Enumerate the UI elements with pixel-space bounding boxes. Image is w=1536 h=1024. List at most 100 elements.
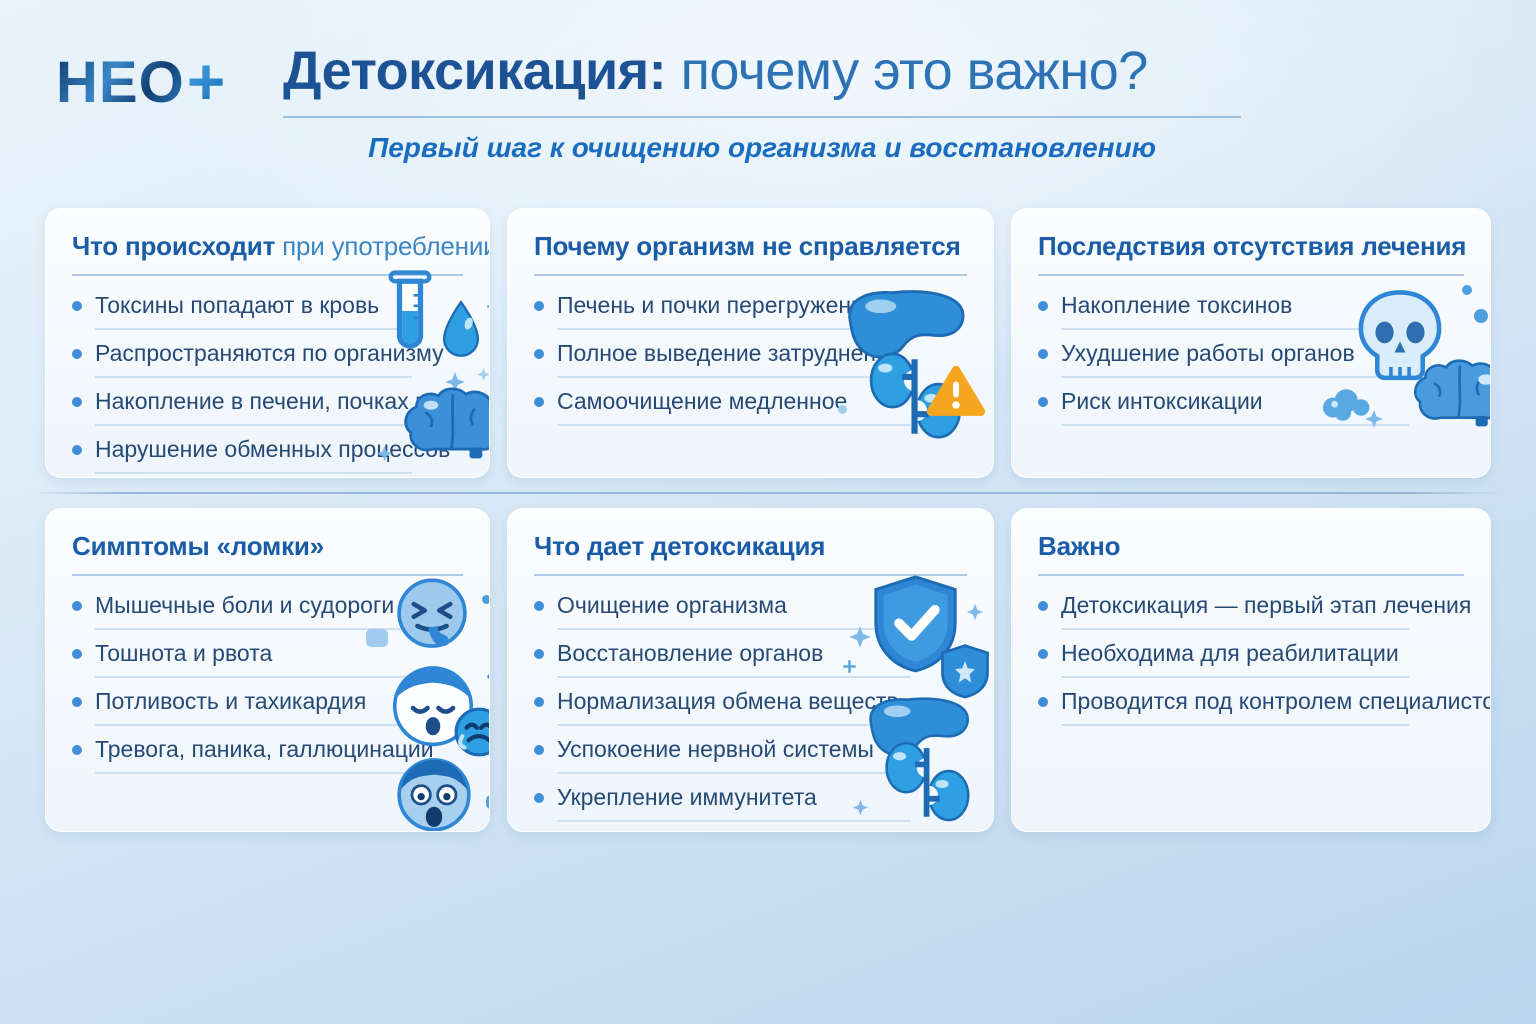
- page-title: Детоксикация: почему это важно?: [283, 40, 1241, 119]
- list-item-text: Очищение организма: [557, 592, 787, 618]
- list-item: Восстановление органов: [534, 630, 967, 678]
- list-item: Тревога, паника, галлюцинации: [72, 726, 463, 774]
- page-title-rest: почему это важно?: [666, 41, 1149, 101]
- bullet-dot: [534, 396, 544, 407]
- page-title-bold: Детоксикация:: [283, 41, 667, 101]
- bullet-dot: [534, 600, 544, 611]
- card-title: Почему организм не справляется: [534, 231, 967, 276]
- bullet-dot: [534, 348, 544, 359]
- card-title: Последствия отсутствия лечения: [1038, 231, 1467, 276]
- list-item: Нормализация обмена веществ: [534, 678, 967, 726]
- list-item-text: Тревога, паника, галлюцинации: [95, 736, 434, 762]
- list-item: Потливость и тахикардия: [72, 678, 463, 726]
- bullet-dot: [72, 348, 82, 359]
- list-item-text: Укрепление иммунитета: [557, 784, 817, 810]
- bullet-dot: [72, 648, 82, 659]
- decor-dot: [1474, 309, 1488, 323]
- list-item: Полное выведение затруднено: [534, 330, 967, 378]
- list-item: Успокоение нервной системы: [534, 726, 967, 774]
- cards-row-2: Симптомы «ломки» Мышечные боли и судорог…: [45, 508, 1491, 832]
- list-item: Накопление токсинов: [1038, 282, 1464, 330]
- list-item: Тошнота и рвота: [72, 630, 463, 678]
- card-title-bold: Симптомы «ломки»: [72, 531, 324, 561]
- bullet-dot: [72, 396, 82, 407]
- bullet-dot: [534, 696, 544, 707]
- bullet-dot: [72, 600, 82, 611]
- page-subtitle: Первый шаг к очищению организма и восста…: [368, 132, 1156, 164]
- card-title-bold: Что дает детоксикация: [534, 531, 826, 561]
- list-item: Самоочищение медленное: [534, 378, 967, 426]
- list-item-text: Восстановление органов: [557, 640, 824, 666]
- list-item-text: Накопление токсинов: [1061, 292, 1293, 318]
- card-list: Детоксикация — первый этап лечения Необх…: [1038, 582, 1490, 726]
- header-block: Детоксикация: почему это важно? Первый ш…: [283, 40, 1241, 164]
- card-list: Очищение организма Восстановление органо…: [534, 582, 967, 822]
- bullet-dot: [72, 744, 82, 755]
- list-item: Ухудшение работы органов: [1038, 330, 1464, 378]
- card-list: Накопление токсинов Ухудшение работы орг…: [1038, 282, 1464, 426]
- bullet-dot: [534, 792, 544, 803]
- cards-row-1: Что происходит при употреблении Токсины …: [45, 208, 1491, 478]
- list-item-text: Распространяются по организму: [95, 340, 444, 366]
- decor-splash: [486, 795, 489, 809]
- list-item-text: Риск интоксикации: [1061, 388, 1263, 414]
- brand-logo-text: НЕО: [56, 50, 185, 115]
- list-item: Мышечные боли и судороги: [72, 582, 463, 630]
- card-title: Что дает детоксикация: [534, 531, 967, 576]
- card-title: Важно: [1038, 531, 1464, 576]
- list-item-text: Ухудшение работы органов: [1061, 340, 1355, 366]
- brand-logo-plus-icon: +: [186, 44, 227, 118]
- bullet-dot: [1038, 300, 1048, 311]
- list-item-text: Потливость и тахикардия: [95, 688, 367, 714]
- list-item-text: Полное выведение затруднено: [557, 340, 889, 366]
- card-consequences: Последствия отсутствия лечения Накоплени…: [1011, 208, 1491, 478]
- list-item-text: Токсины попадают в кровь: [95, 292, 380, 318]
- list-item-text: Печень и почки перегружены: [557, 292, 868, 318]
- bullet-dot: [72, 300, 82, 311]
- card-title: Симптомы «ломки»: [72, 531, 463, 576]
- bullet-dot: [1038, 600, 1048, 611]
- bullet-dot: [1038, 396, 1048, 407]
- card-title-bold: Что происходит: [72, 231, 276, 261]
- list-item-text: Накопление в печени, почках и мозге: [95, 388, 490, 414]
- list-item: Укрепление иммунитета: [534, 774, 967, 822]
- decor-dot: [482, 595, 489, 604]
- bullet-dot: [72, 696, 82, 707]
- list-item-text: Самоочищение медленное: [557, 388, 848, 414]
- sparkle-icon: [487, 305, 489, 308]
- bullet-dot: [534, 744, 544, 755]
- list-item: Проводится под контролем специалистов: [1038, 678, 1490, 726]
- list-item: Очищение организма: [534, 582, 967, 630]
- card-title-bold: Почему организм не справляется: [534, 231, 961, 261]
- list-item-text: Успокоение нервной системы: [557, 736, 874, 762]
- list-item-text: Нарушение обменных процессов: [95, 436, 451, 462]
- bullet-dot: [1038, 696, 1048, 707]
- list-item: Необходима для реабилитации: [1038, 630, 1464, 678]
- card-title-bold: Последствия отсутствия лечения: [1038, 231, 1467, 261]
- list-item-text: Проводится под контролем специалистов: [1061, 688, 1491, 714]
- card-title: Что происходит при употреблении: [72, 231, 489, 276]
- list-item: Накопление в печени, почках и мозге: [72, 378, 489, 426]
- list-item-text: Мышечные боли и судороги: [95, 592, 395, 618]
- card-why-body-fails: Почему организм не справляется Печень и …: [507, 208, 994, 478]
- list-item: Риск интоксикации: [1038, 378, 1464, 426]
- list-item: Нарушение обменных процессов: [72, 426, 463, 474]
- bullet-dot: [72, 444, 82, 455]
- bullet-dot: [1038, 648, 1048, 659]
- list-item: Распространяются по организму: [72, 330, 463, 378]
- list-item: Детоксикация — первый этап лечения: [1038, 582, 1471, 630]
- card-withdrawal-symptoms: Симптомы «ломки» Мышечные боли и судорог…: [45, 508, 490, 832]
- brand-logo: НЕО +: [56, 44, 227, 118]
- card-detox-benefits: Что дает детоксикация Очищение организма…: [507, 508, 994, 832]
- list-item-text: Нормализация обмена веществ: [557, 688, 899, 714]
- card-title-bold: Важно: [1038, 531, 1121, 561]
- card-list: Мышечные боли и судороги Тошнота и рвота…: [72, 582, 463, 774]
- card-list: Печень и почки перегружены Полное выведе…: [534, 282, 967, 426]
- list-item-text: Тошнота и рвота: [95, 640, 273, 666]
- card-title-rest: при употреблении: [275, 231, 490, 261]
- row-divider: [32, 492, 1504, 494]
- card-list: Токсины попадают в кровь Распространяютс…: [72, 282, 489, 474]
- sparkle-icon: [966, 603, 984, 621]
- list-item: Печень и почки перегружены: [534, 282, 967, 330]
